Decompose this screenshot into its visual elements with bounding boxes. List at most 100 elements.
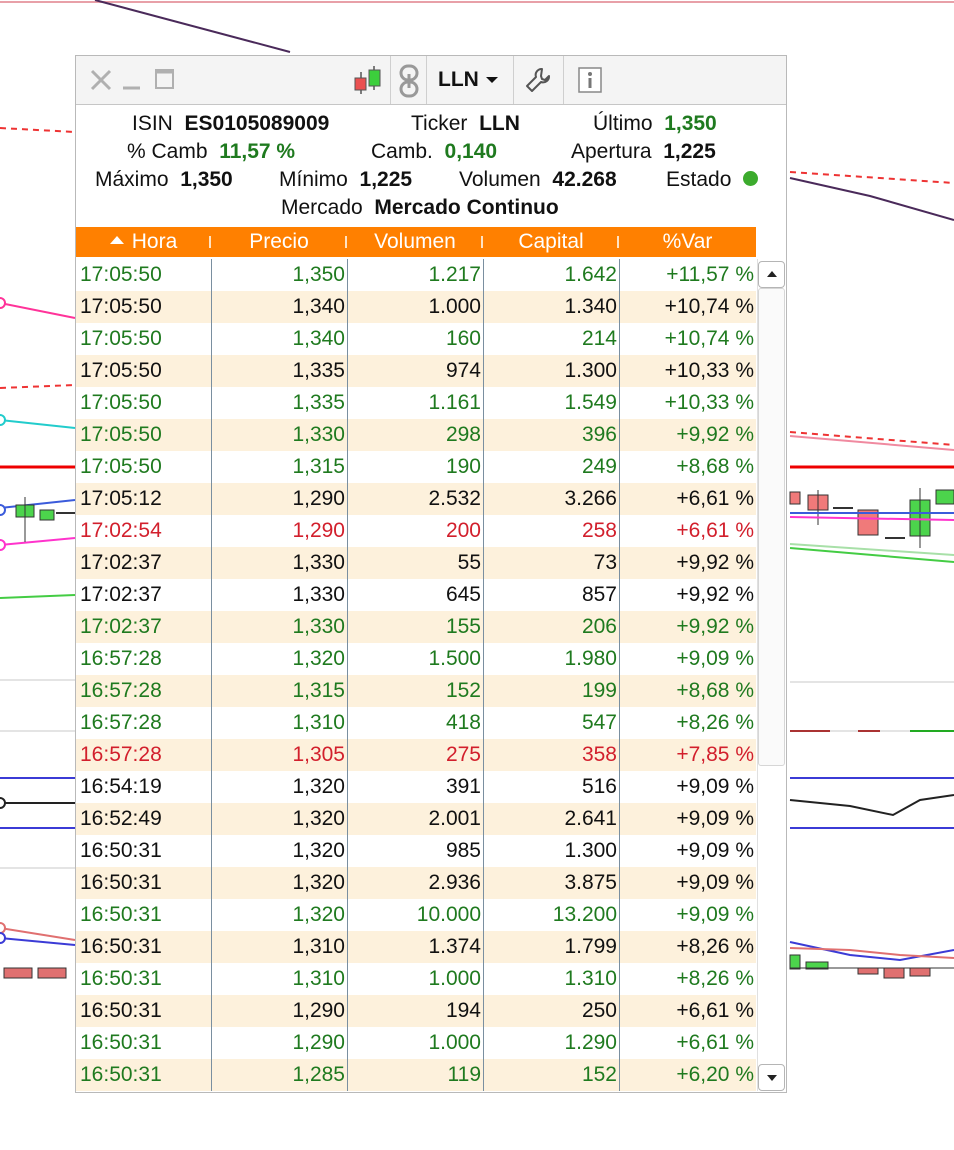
cell-volumen: 418: [445, 711, 481, 734]
column-gridline: [619, 259, 620, 1091]
cell-precio: 1,290: [292, 1031, 345, 1054]
wrench-icon[interactable]: [524, 66, 552, 94]
table-row[interactable]: 17:05:12 1,290 2.532 3.266 +6,61 %: [76, 483, 756, 515]
candlestick-chart-icon[interactable]: [352, 64, 384, 96]
cell-volumen: 55: [457, 551, 481, 574]
table-row[interactable]: 16:57:28 1,320 1.500 1.980 +9,09 %: [76, 643, 756, 675]
cell-var: +8,26 %: [676, 935, 754, 958]
cell-hora: 16:57:28: [80, 647, 162, 670]
pct-cambio-value: 11,57 %: [219, 140, 296, 163]
cell-capital: 1.290: [564, 1031, 617, 1054]
cell-var: +6,61 %: [676, 999, 754, 1022]
table-row[interactable]: 17:02:37 1,330 155 206 +9,92 %: [76, 611, 756, 643]
cell-volumen: 1.217: [428, 263, 481, 286]
column-header-label: %Var: [662, 230, 713, 253]
cell-precio: 1,320: [292, 647, 345, 670]
table-row[interactable]: 16:50:31 1,285 119 152 +6,20 %: [76, 1059, 756, 1091]
cell-hora: 16:50:31: [80, 903, 162, 926]
cell-capital: 3.266: [564, 487, 617, 510]
table-row[interactable]: 16:57:28 1,315 152 199 +8,68 %: [76, 675, 756, 707]
cell-var: +9,09 %: [676, 775, 754, 798]
table-row[interactable]: 17:02:54 1,290 200 258 +6,61 %: [76, 515, 756, 547]
table-row[interactable]: 17:02:37 1,330 645 857 +9,92 %: [76, 579, 756, 611]
widget-toolbar: LLN: [76, 56, 786, 105]
minimize-icon[interactable]: [120, 67, 146, 93]
cell-volumen: 155: [445, 615, 481, 638]
cell-precio: 1,330: [292, 615, 345, 638]
toolbar-divider: [426, 56, 427, 104]
scroll-down-button[interactable]: [758, 1064, 785, 1091]
table-row[interactable]: 17:05:50 1,335 1.161 1.549 +10,33 %: [76, 387, 756, 419]
ticker-field: Ticker LLN: [411, 112, 520, 136]
table-row[interactable]: 17:05:50 1,335 974 1.300 +10,33 %: [76, 355, 756, 387]
scroll-up-button[interactable]: [758, 261, 785, 288]
close-icon[interactable]: [88, 67, 114, 93]
isin-value: ES0105089009: [184, 112, 330, 135]
table-row[interactable]: 16:50:31 1,290 1.000 1.290 +6,61 %: [76, 1027, 756, 1059]
cell-precio: 1,340: [292, 295, 345, 318]
cell-precio: 1,320: [292, 903, 345, 926]
cell-var: +8,26 %: [676, 967, 754, 990]
column-gridline: [347, 259, 348, 1091]
cell-precio: 1,330: [292, 583, 345, 606]
cell-var: +8,68 %: [676, 679, 754, 702]
column-header-volumen[interactable]: Volumen: [347, 227, 483, 257]
cell-var: +8,26 %: [676, 711, 754, 734]
cell-hora: 17:05:50: [80, 455, 162, 478]
maximize-icon[interactable]: [152, 67, 178, 93]
table-row[interactable]: 16:50:31 1,320 10.000 13.200 +9,09 %: [76, 899, 756, 931]
cell-var: +6,20 %: [676, 1063, 754, 1086]
link-icon[interactable]: [397, 64, 421, 98]
scrollbar-thumb[interactable]: [758, 288, 785, 766]
cell-hora: 17:05:50: [80, 327, 162, 350]
trades-table-body[interactable]: 17:05:50 1,350 1.217 1.642 +11,57 % 17:05:50 1…: [76, 259, 756, 1091]
cell-volumen: 1.161: [428, 391, 481, 414]
table-row[interactable]: 16:52:49 1,320 2.001 2.641 +9,09 %: [76, 803, 756, 835]
column-header-capital[interactable]: Capital: [483, 227, 619, 257]
table-row[interactable]: 16:54:19 1,320 391 516 +9,09 %: [76, 771, 756, 803]
cell-hora: 16:52:49: [80, 807, 162, 830]
ticker-dropdown-value: LLN: [438, 68, 479, 91]
table-row[interactable]: 16:50:31 1,310 1.374 1.799 +8,26 %: [76, 931, 756, 963]
info-icon[interactable]: [578, 67, 602, 93]
cell-volumen: 160: [445, 327, 481, 350]
column-header-precio[interactable]: Precio: [211, 227, 347, 257]
cell-precio: 1,305: [292, 743, 345, 766]
table-row[interactable]: 17:05:50 1,315 190 249 +8,68 %: [76, 451, 756, 483]
table-row[interactable]: 17:05:50 1,330 298 396 +9,92 %: [76, 419, 756, 451]
column-header-label: Capital: [518, 230, 584, 253]
table-row[interactable]: 16:50:31 1,310 1.000 1.310 +8,26 %: [76, 963, 756, 995]
cambio-field: Camb. 0,140: [371, 140, 497, 164]
table-row[interactable]: 16:50:31 1,320 2.936 3.875 +9,09 %: [76, 867, 756, 899]
cambio-value: 0,140: [444, 140, 498, 163]
cell-volumen: 194: [445, 999, 481, 1022]
column-header-var[interactable]: %Var: [619, 227, 756, 257]
cell-capital: 258: [581, 519, 617, 542]
table-row[interactable]: 17:05:50 1,350 1.217 1.642 +11,57 %: [76, 259, 756, 291]
cell-precio: 1,310: [292, 935, 345, 958]
cell-precio: 1,290: [292, 487, 345, 510]
cell-capital: 516: [581, 775, 617, 798]
ticker-dropdown[interactable]: LLN: [428, 64, 512, 96]
cell-capital: 199: [581, 679, 617, 702]
cell-volumen: 10.000: [416, 903, 481, 926]
estado-field: Estado: [666, 168, 759, 192]
cambio-label: Camb.: [371, 140, 433, 163]
table-row[interactable]: 16:57:28 1,310 418 547 +8,26 %: [76, 707, 756, 739]
column-header-hora[interactable]: Hora: [76, 227, 211, 257]
table-row[interactable]: 16:50:31 1,290 194 250 +6,61 %: [76, 995, 756, 1027]
table-row[interactable]: 17:05:50 1,340 1.000 1.340 +10,74 %: [76, 291, 756, 323]
mercado-label: Mercado: [281, 196, 363, 219]
table-row[interactable]: 16:57:28 1,305 275 358 +7,85 %: [76, 739, 756, 771]
table-row[interactable]: 17:05:50 1,340 160 214 +10,74 %: [76, 323, 756, 355]
cell-hora: 17:02:37: [80, 551, 162, 574]
sort-ascending-icon: [109, 236, 124, 245]
cell-precio: 1,335: [292, 359, 345, 382]
cell-hora: 16:54:19: [80, 775, 162, 798]
table-row[interactable]: 17:02:37 1,330 55 73 +9,92 %: [76, 547, 756, 579]
table-row[interactable]: 16:50:31 1,320 985 1.300 +9,09 %: [76, 835, 756, 867]
pct-cambio-label: % Camb: [127, 140, 208, 163]
ticker-label: Ticker: [411, 112, 468, 135]
cell-precio: 1,315: [292, 679, 345, 702]
